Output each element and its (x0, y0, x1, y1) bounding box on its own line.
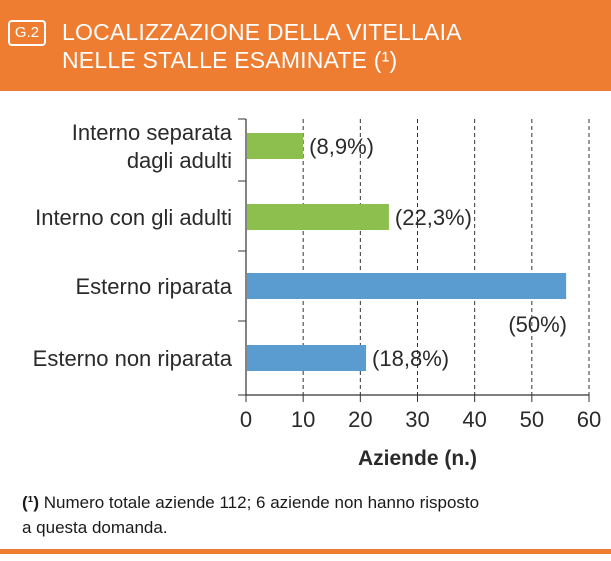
chart-title-line-2: NELLE STALLE ESAMINATE (¹) (62, 47, 398, 73)
footnote-line-1: Numero totale aziende 112; 6 aziende non… (43, 493, 480, 512)
bar-0 (247, 133, 304, 159)
x-tick-label-60: 60 (577, 407, 601, 432)
chart-title: LOCALIZZAZIONE DELLA VITELLAIA NELLE STA… (62, 18, 602, 74)
data-label-0: (8,9%) (309, 134, 374, 159)
figure-number-badge: G.2 (8, 20, 46, 46)
chart-title-line-1: LOCALIZZAZIONE DELLA VITELLAIA (62, 19, 462, 45)
data-label-3: (18,8%) (372, 346, 449, 371)
figure-header: G.2 LOCALIZZAZIONE DELLA VITELLAIA NELLE… (0, 0, 611, 91)
x-tick-label-50: 50 (520, 407, 544, 432)
category-label-0-1: dagli adulti (127, 148, 232, 173)
data-label-2: (50%) (508, 312, 567, 337)
data-label-1: (22,3%) (395, 205, 472, 230)
bar-chart: 0 10 20 30 40 50 60 Aziende (n.) Interno separat… (33, 118, 601, 470)
x-tick-label-0: 0 (240, 407, 252, 432)
footnote-marker: (¹) (22, 493, 39, 512)
bar-3 (247, 345, 367, 371)
category-label-0-0: Interno separata (72, 120, 233, 145)
bottom-rule (0, 549, 611, 554)
x-tick-label-10: 10 (291, 407, 315, 432)
x-tick-label-40: 40 (462, 407, 486, 432)
x-axis-label: Aziende (n.) (358, 447, 477, 470)
category-label-1-0: Interno con gli adulti (35, 205, 232, 230)
category-label-2-0: Esterno riparata (75, 274, 232, 299)
x-tick-label-30: 30 (405, 407, 429, 432)
footnote-line-2: a questa domanda. (22, 518, 168, 537)
category-label-3-0: Esterno non riparata (33, 346, 233, 371)
bar-2 (247, 273, 567, 299)
x-tick-label-20: 20 (348, 407, 372, 432)
bar-1 (247, 204, 389, 230)
footnote: (¹) Numero totale aziende 112; 6 aziende… (22, 490, 607, 540)
